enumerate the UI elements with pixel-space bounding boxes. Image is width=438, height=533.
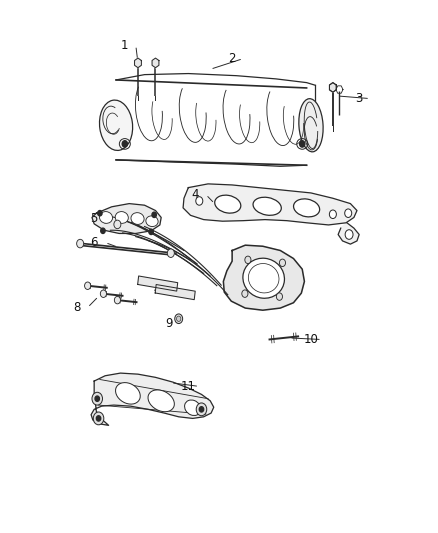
Ellipse shape <box>299 99 323 152</box>
Text: 1: 1 <box>121 39 129 52</box>
Circle shape <box>98 211 102 216</box>
Polygon shape <box>329 83 336 92</box>
Ellipse shape <box>131 213 144 224</box>
Circle shape <box>196 403 207 416</box>
Circle shape <box>149 229 153 235</box>
Text: 10: 10 <box>304 333 318 346</box>
Circle shape <box>85 282 91 289</box>
Polygon shape <box>223 245 304 310</box>
Circle shape <box>245 256 251 264</box>
Circle shape <box>114 220 121 229</box>
Text: 3: 3 <box>356 92 363 105</box>
Ellipse shape <box>184 400 201 416</box>
Polygon shape <box>134 58 141 68</box>
Polygon shape <box>152 58 159 68</box>
Text: 11: 11 <box>181 380 196 393</box>
Circle shape <box>167 249 174 257</box>
Text: 6: 6 <box>90 236 98 249</box>
Text: 8: 8 <box>73 301 80 314</box>
Circle shape <box>279 259 286 266</box>
Circle shape <box>177 316 181 321</box>
Circle shape <box>114 296 120 304</box>
Polygon shape <box>155 285 195 300</box>
Ellipse shape <box>99 212 113 223</box>
Polygon shape <box>329 83 336 92</box>
Ellipse shape <box>116 383 140 404</box>
Text: 4: 4 <box>191 188 199 201</box>
Circle shape <box>101 228 105 233</box>
Circle shape <box>329 210 336 219</box>
Circle shape <box>199 407 204 412</box>
Circle shape <box>276 293 283 300</box>
Ellipse shape <box>115 212 128 223</box>
Circle shape <box>196 197 203 205</box>
Circle shape <box>345 209 352 217</box>
Circle shape <box>242 290 248 297</box>
Circle shape <box>95 396 99 401</box>
Polygon shape <box>183 184 357 225</box>
Polygon shape <box>138 276 178 291</box>
Circle shape <box>122 141 127 147</box>
Ellipse shape <box>146 216 158 227</box>
Circle shape <box>175 314 183 324</box>
Ellipse shape <box>293 199 320 217</box>
Text: 7: 7 <box>152 281 159 294</box>
Polygon shape <box>338 223 359 244</box>
Text: 5: 5 <box>91 212 98 225</box>
Circle shape <box>152 212 156 217</box>
Ellipse shape <box>243 258 284 298</box>
Ellipse shape <box>99 100 133 150</box>
Text: 2: 2 <box>228 52 236 65</box>
Ellipse shape <box>215 195 241 213</box>
Text: 9: 9 <box>165 317 173 330</box>
Circle shape <box>345 230 353 239</box>
Circle shape <box>100 290 106 297</box>
Polygon shape <box>91 373 214 425</box>
Polygon shape <box>92 204 161 233</box>
Circle shape <box>92 392 102 405</box>
Ellipse shape <box>253 197 281 215</box>
Circle shape <box>93 412 104 425</box>
Ellipse shape <box>148 390 174 411</box>
Circle shape <box>96 416 101 421</box>
Circle shape <box>77 239 84 248</box>
Circle shape <box>300 141 305 147</box>
